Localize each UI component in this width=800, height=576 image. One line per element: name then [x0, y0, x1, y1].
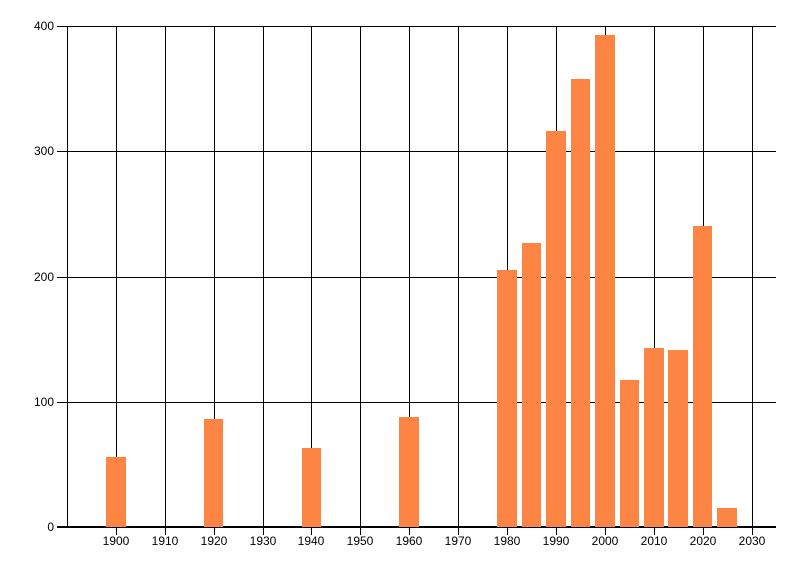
x-tick-label: 1920 — [200, 534, 228, 548]
x-tick-label: 1950 — [346, 534, 374, 548]
x-tick-label: 1980 — [493, 534, 521, 548]
x-gridline — [165, 26, 166, 535]
bar — [692, 226, 713, 527]
x-tick-label: 1930 — [249, 534, 277, 548]
y-axis-line — [67, 26, 68, 527]
bar — [203, 419, 224, 527]
y-tick-label: 400 — [33, 19, 54, 33]
bar — [668, 350, 688, 527]
x-tick-label: 1940 — [297, 534, 325, 548]
x-gridline — [116, 26, 117, 535]
y-tick-label: 200 — [33, 270, 54, 284]
bar — [595, 34, 615, 527]
x-gridline — [311, 26, 312, 535]
x-gridline — [360, 26, 361, 535]
x-tick-label: 2020 — [689, 534, 717, 548]
x-gridline — [409, 26, 410, 535]
x-tick-label: 1960 — [395, 534, 423, 548]
x-gridline — [458, 26, 459, 535]
y-tick-label: 300 — [33, 144, 54, 158]
bar — [643, 347, 664, 527]
x-tick-label: 1970 — [444, 534, 472, 548]
x-gridline — [654, 26, 655, 535]
y-tick-label: 0 — [47, 520, 54, 534]
bar — [301, 448, 322, 527]
bar — [546, 131, 566, 527]
bar — [521, 242, 542, 527]
bar — [717, 508, 737, 527]
x-axis-line — [57, 526, 776, 528]
bar — [399, 416, 420, 527]
bar — [619, 380, 640, 527]
y-gridline — [57, 26, 776, 27]
y-gridline — [57, 277, 776, 278]
x-gridline — [263, 26, 264, 535]
x-tick-label: 2030 — [738, 534, 766, 548]
bar — [106, 456, 126, 527]
x-tick-label: 2010 — [640, 534, 668, 548]
y-tick-label: 100 — [33, 395, 54, 409]
x-gridline — [752, 26, 753, 535]
y-gridline — [57, 402, 776, 403]
y-gridline — [57, 151, 776, 152]
bar — [570, 78, 591, 527]
x-tick-label: 1990 — [542, 534, 570, 548]
x-tick-label: 2000 — [591, 534, 619, 548]
bar — [497, 270, 517, 527]
x-tick-label: 1910 — [151, 534, 179, 548]
x-gridline — [214, 26, 215, 535]
x-tick-label: 1900 — [102, 534, 130, 548]
